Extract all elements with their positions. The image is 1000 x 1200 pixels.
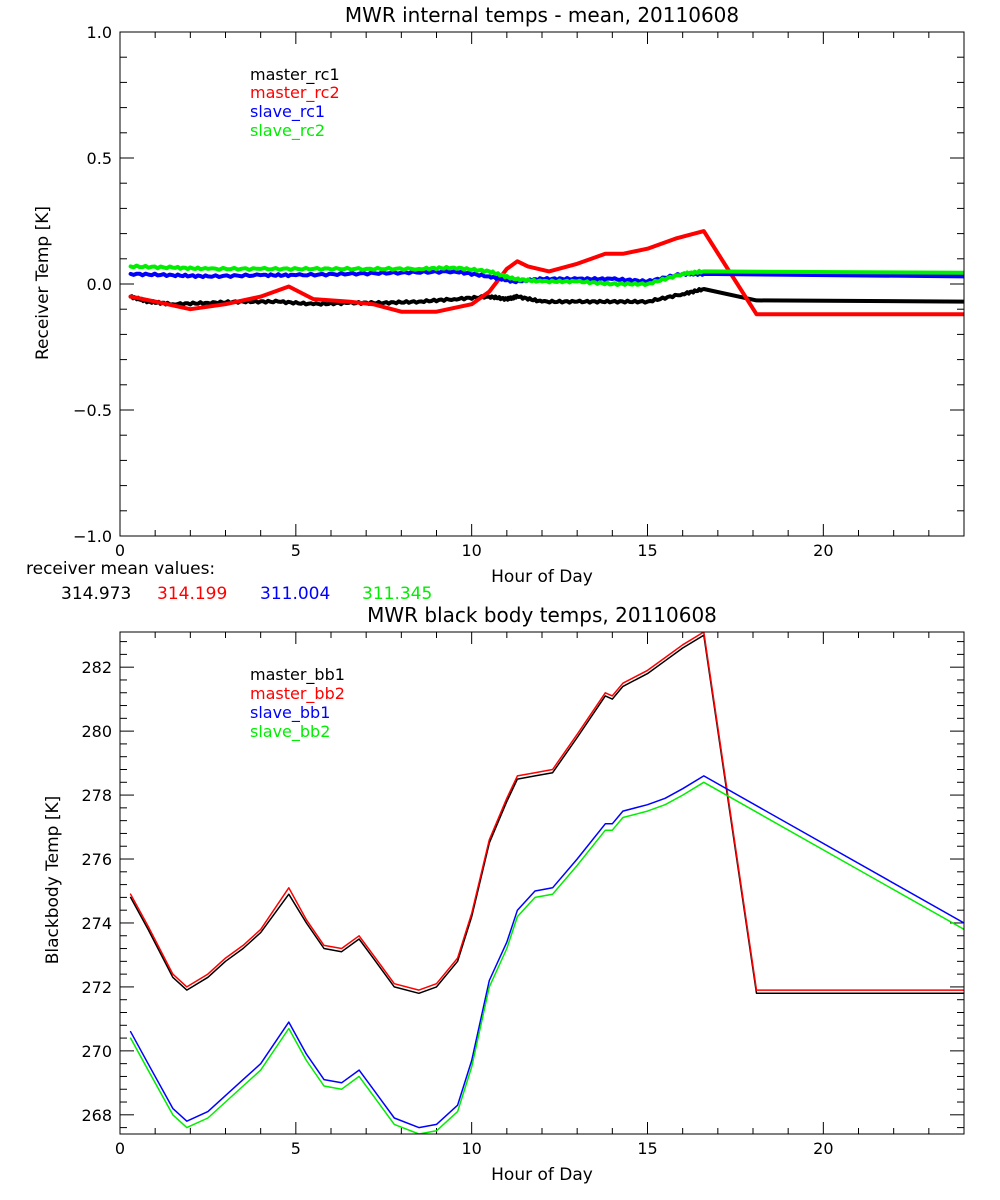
blackbody-chart-ticks: 0 5 10 15 20 268 270 272 274 276 278 280 282 <box>81 632 965 1158</box>
blackbody-chart-xlabel: Hour of Day <box>491 1165 593 1185</box>
blackbody-series-slave-bb2 <box>129 781 964 1134</box>
blackbody-xtick-label-0: 0 <box>115 1139 125 1158</box>
blackbody-ytick-label-270: 270 <box>81 1042 112 1061</box>
blackbody-ytick-label-282: 282 <box>81 658 112 677</box>
receiver-chart-legend: master_rc1 master_rc2 slave_rc1 slave_rc… <box>250 65 340 141</box>
receiver-ytick-label-1-0: 1.0 <box>87 23 112 42</box>
receiver-xtick-label-15: 15 <box>637 541 657 560</box>
legend-slave-rc1: slave_rc1 <box>250 102 325 122</box>
receiver-xtick-label-5: 5 <box>291 541 301 560</box>
receiver-chart-xlabel: Hour of Day <box>491 567 593 587</box>
receiver-chart-ticks: 0 5 10 15 20 −1.0 −0.5 0.0 0.5 1.0 <box>73 23 965 560</box>
blackbody-chart-ylabel: Blackbody Temp [K] <box>43 796 63 965</box>
blackbody-ytick-label-272: 272 <box>81 978 112 997</box>
legend-slave-rc2: slave_rc2 <box>250 121 325 141</box>
blackbody-series-slave-bb1 <box>129 775 964 1129</box>
blackbody-temp-chart: MWR black body temps, 20110608 Hour of D… <box>43 603 965 1185</box>
blackbody-ytick-label-278: 278 <box>81 786 112 805</box>
blackbody-xtick-label-15: 15 <box>637 1139 657 1158</box>
receiver-chart-ylabel: Receiver Temp [K] <box>33 206 53 360</box>
receiver-series-slave-rc1 <box>128 269 964 285</box>
blackbody-chart-title: MWR black body temps, 20110608 <box>367 603 717 627</box>
receiver-temp-chart: MWR internal temps - mean, 20110608 Hour… <box>26 3 965 604</box>
mean-value-slave-rc1: 311.004 <box>260 584 330 604</box>
mean-value-master-rc1: 314.973 <box>61 584 131 604</box>
receiver-chart-frame <box>119 31 965 537</box>
legend-master-rc1: master_rc1 <box>250 65 340 85</box>
receiver-series-master-rc1 <box>128 287 964 307</box>
receiver-ytick-label--0-5: −0.5 <box>73 401 112 420</box>
blackbody-series-master-bb1 <box>129 634 964 995</box>
blackbody-ytick-label-268: 268 <box>81 1106 112 1125</box>
receiver-ytick-label--1-0: −1.0 <box>73 527 112 546</box>
receiver-xtick-label-20: 20 <box>813 541 833 560</box>
legend-slave-bb2: slave_bb2 <box>250 722 330 742</box>
mean-values-label: receiver mean values: <box>26 559 215 579</box>
blackbody-xtick-label-5: 5 <box>291 1139 301 1158</box>
receiver-ytick-label-0-0: 0.0 <box>87 275 112 294</box>
legend-slave-bb1: slave_bb1 <box>250 703 330 723</box>
blackbody-chart-legend: master_bb1 master_bb2 slave_bb1 slave_bb… <box>250 665 345 742</box>
legend-master-rc2: master_rc2 <box>250 83 340 103</box>
receiver-mean-annotation: receiver mean values: 314.973 314.199 31… <box>26 559 432 604</box>
mean-value-slave-rc2: 311.345 <box>362 584 432 604</box>
receiver-xtick-label-0: 0 <box>115 541 125 560</box>
receiver-ytick-label-0-5: 0.5 <box>87 149 112 168</box>
legend-master-bb1: master_bb1 <box>250 665 345 685</box>
blackbody-ytick-label-276: 276 <box>81 850 112 869</box>
receiver-series-slave-rc2 <box>128 263 964 287</box>
receiver-series-master-rc2 <box>128 229 964 317</box>
blackbody-xtick-label-20: 20 <box>813 1139 833 1158</box>
legend-master-bb2: master_bb2 <box>250 684 345 704</box>
blackbody-ytick-label-274: 274 <box>81 914 112 933</box>
receiver-xtick-label-10: 10 <box>461 541 481 560</box>
mean-value-master-rc2: 314.199 <box>157 584 227 604</box>
blackbody-series-master-bb2 <box>129 632 964 991</box>
blackbody-chart-series <box>129 632 964 1134</box>
receiver-chart-series <box>128 229 964 317</box>
blackbody-xtick-label-10: 10 <box>461 1139 481 1158</box>
receiver-chart-title: MWR internal temps - mean, 20110608 <box>345 3 739 27</box>
blackbody-ytick-label-280: 280 <box>81 722 112 741</box>
blackbody-chart-frame <box>119 631 965 1135</box>
